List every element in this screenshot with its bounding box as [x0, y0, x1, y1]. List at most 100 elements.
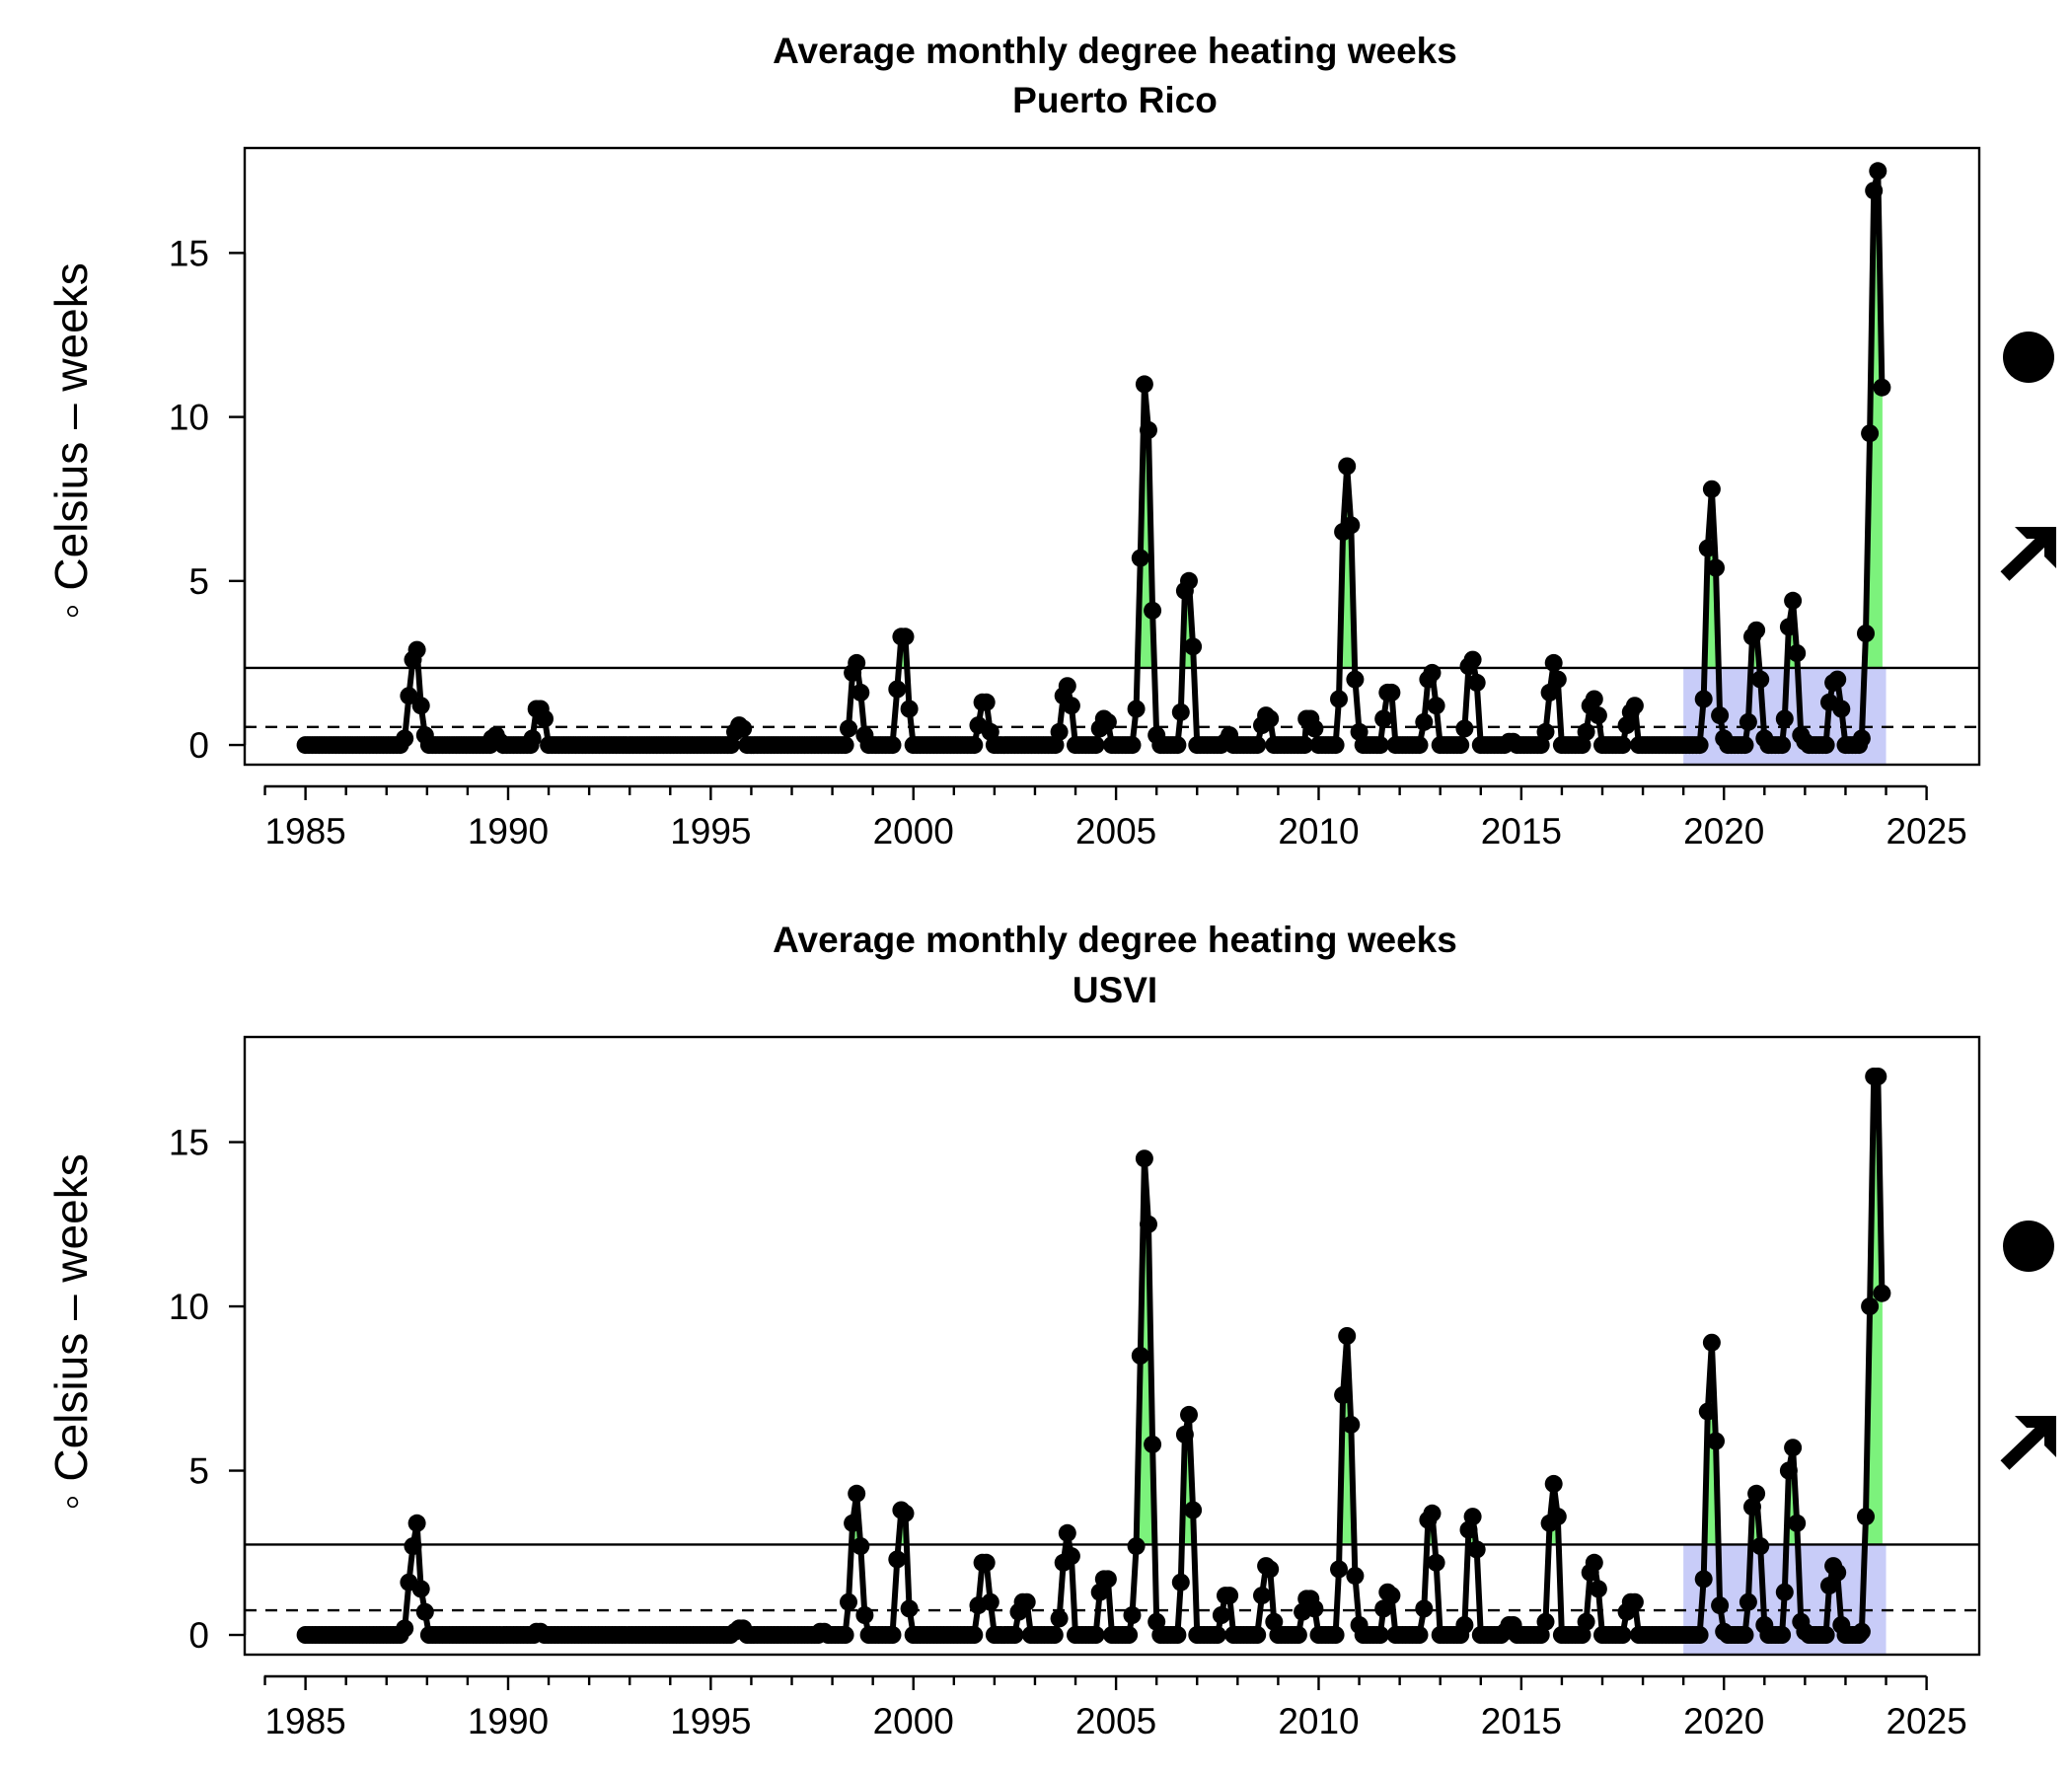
- data-point: [404, 1537, 422, 1556]
- data-point: [1589, 706, 1607, 725]
- data-point: [396, 1619, 414, 1638]
- data-point: [1131, 1347, 1149, 1365]
- data-point: [1058, 677, 1076, 696]
- data-point: [1536, 722, 1555, 741]
- data-point: [1168, 1626, 1187, 1644]
- data-point: [1463, 650, 1482, 669]
- panel-usvi: Average monthly degree heating weeks USV…: [45, 920, 2056, 1741]
- trend-up-arrow-icon: [2000, 1416, 2056, 1470]
- data-point: [1861, 424, 1880, 443]
- data-point: [1208, 1626, 1226, 1644]
- data-point: [407, 640, 426, 659]
- data-point: [1828, 670, 1847, 689]
- data-point: [1707, 558, 1725, 577]
- y-tick-label: 10: [169, 1287, 209, 1327]
- data-point: [1702, 480, 1721, 498]
- data-point: [1832, 700, 1851, 718]
- y-axis-label: ◦ Celsius – weeks: [45, 262, 97, 619]
- x-tick-label: 1990: [468, 811, 549, 851]
- data-point: [1050, 1609, 1069, 1628]
- data-point: [1690, 736, 1709, 755]
- y-tick-label: 5: [188, 1451, 209, 1492]
- x-tick-label: 2010: [1278, 1701, 1359, 1741]
- data-point: [1467, 1540, 1486, 1559]
- data-point: [396, 729, 414, 748]
- data-point: [1135, 1149, 1153, 1168]
- x-tick-label: 2000: [873, 1701, 954, 1741]
- data-point: [1773, 1626, 1792, 1644]
- data-point: [1736, 736, 1754, 755]
- data-point: [1773, 736, 1792, 755]
- data-point: [1253, 1587, 1271, 1605]
- y-tick-label: 15: [169, 1123, 209, 1163]
- data-point: [1062, 1547, 1080, 1566]
- data-point: [1062, 697, 1080, 715]
- data-point: [883, 736, 902, 755]
- data-point: [1852, 1622, 1871, 1641]
- x-axis: 1985 1990 1995 2000 2005 2010 2015 2020 2025: [263, 784, 1967, 851]
- data-point: [851, 1537, 870, 1556]
- data-point: [1135, 375, 1153, 394]
- data-point: [896, 628, 915, 646]
- data-point: [1869, 162, 1887, 181]
- data-point: [1751, 670, 1770, 689]
- data-point: [1120, 1626, 1139, 1644]
- data-point: [1702, 1333, 1721, 1352]
- data-point: [1005, 1626, 1024, 1644]
- chart-title: Average monthly degree heating weeks: [773, 31, 1457, 71]
- data-point: [1098, 712, 1117, 731]
- data-point: [1342, 1415, 1361, 1434]
- data-point: [1828, 1563, 1847, 1582]
- data-point: [1873, 1284, 1891, 1302]
- data-point: [1467, 673, 1486, 692]
- data-point: [900, 700, 919, 718]
- data-point: [1248, 736, 1267, 755]
- data-point: [1585, 1553, 1603, 1572]
- data-point: [888, 1550, 907, 1569]
- data-point: [1346, 670, 1365, 689]
- data-point: [1326, 1626, 1345, 1644]
- data-point: [1045, 1626, 1064, 1644]
- series-line: [305, 1073, 1886, 1638]
- data-point: [1779, 618, 1798, 636]
- data-point: [1548, 670, 1567, 689]
- data-point: [1144, 1435, 1162, 1453]
- trend-up-arrow-icon: [2000, 527, 2056, 581]
- data-point: [1423, 663, 1442, 682]
- y-axis: 0 5 10 15: [169, 233, 247, 766]
- data-point: [1613, 1626, 1632, 1644]
- data-point: [855, 1606, 874, 1624]
- chart-title: Average monthly degree heating weeks: [773, 920, 1457, 960]
- data-point: [1577, 1612, 1595, 1631]
- data-point: [1694, 1570, 1713, 1589]
- data-point: [1342, 516, 1361, 535]
- data-point: [523, 729, 542, 748]
- data-point: [1374, 709, 1393, 728]
- x-tick-label: 2025: [1886, 811, 1966, 851]
- data-point: [900, 1599, 919, 1618]
- data-point: [1577, 722, 1595, 741]
- data-point: [1140, 420, 1157, 439]
- x-tick-label: 1985: [264, 811, 345, 851]
- data-point: [1295, 736, 1314, 755]
- data-point: [977, 693, 996, 711]
- data-point: [1168, 736, 1187, 755]
- x-tick-label: 2020: [1683, 811, 1764, 851]
- data-point: [836, 736, 854, 755]
- data-point: [1427, 697, 1445, 715]
- x-tick-label: 1990: [468, 1701, 549, 1741]
- data-point: [1739, 1592, 1757, 1611]
- data-point: [1548, 1508, 1567, 1526]
- data-point: [1544, 653, 1563, 672]
- data-point: [1305, 1599, 1324, 1618]
- data-point: [1698, 1402, 1717, 1421]
- data-point: [1585, 690, 1603, 708]
- data-point: [1625, 697, 1644, 715]
- data-point: [1747, 1484, 1766, 1503]
- data-point: [1131, 549, 1149, 567]
- x-tick-label: 2015: [1481, 1701, 1562, 1741]
- data-point: [1415, 712, 1434, 731]
- data-point: [1857, 625, 1875, 642]
- data-point: [1171, 1573, 1190, 1591]
